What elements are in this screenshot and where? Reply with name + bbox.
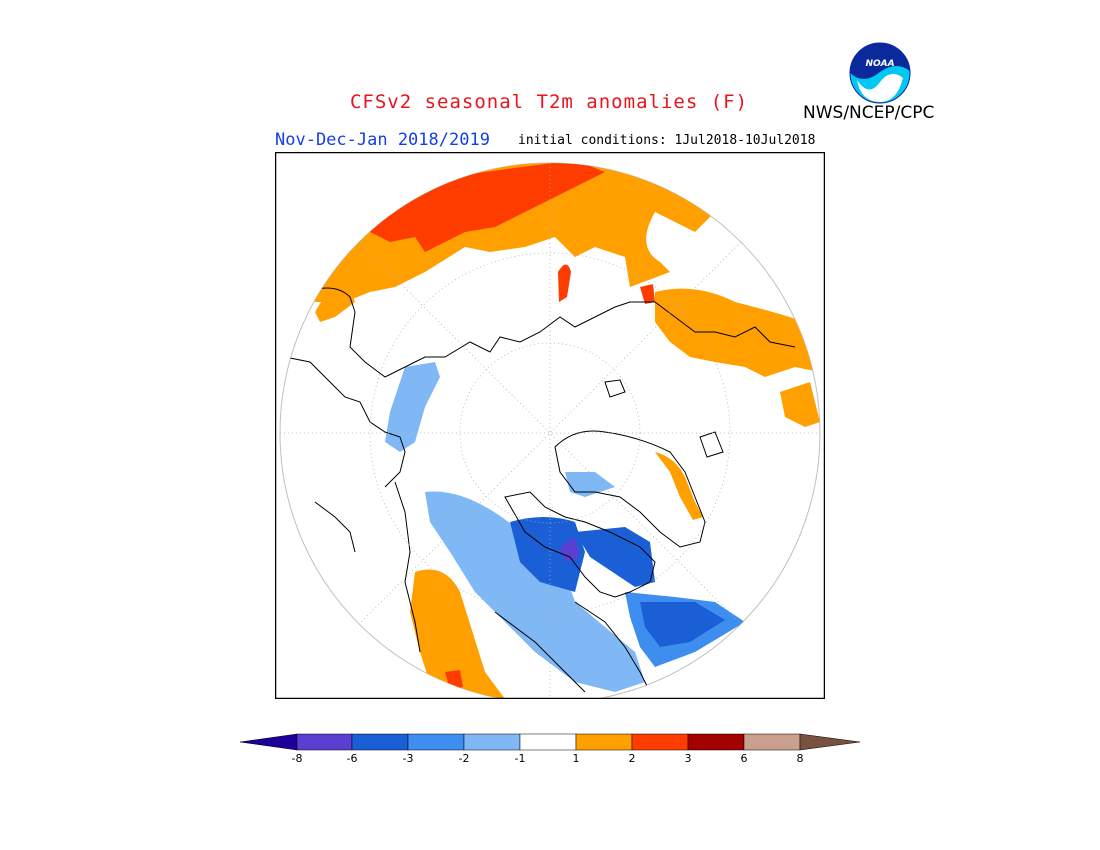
agency-label: NWS/NCEP/CPC bbox=[803, 103, 935, 123]
colorbar-tick: 1 bbox=[572, 752, 580, 765]
colorbar-bin bbox=[575, 733, 633, 751]
graticule bbox=[280, 163, 820, 699]
initial-conditions: initial conditions: 1Jul2018-10Jul2018 bbox=[518, 133, 816, 148]
warm-anomaly-nw-europe bbox=[315, 287, 355, 322]
warm-anomaly-eastern-siberia bbox=[655, 288, 820, 377]
colorbar-bin bbox=[743, 733, 801, 751]
cold-anomaly-north-america bbox=[425, 491, 645, 692]
colorbar-bin bbox=[351, 733, 409, 751]
cold-anomaly-greenland-west bbox=[565, 472, 615, 497]
warm-anomaly-greenland-coast bbox=[655, 452, 703, 520]
forecast-period: Nov-Dec-Jan 2018/2019 bbox=[275, 130, 490, 150]
warm-anomaly-asia bbox=[305, 163, 715, 302]
hot-anomaly-siberia bbox=[365, 163, 605, 252]
colorbar-bin bbox=[631, 733, 689, 751]
colorbar-tick: 2 bbox=[628, 752, 636, 765]
colorbar-upper-arrow bbox=[799, 733, 860, 751]
polar-anomaly-map bbox=[275, 152, 825, 699]
color-bar-ticks: -8 -6 -3 -2 -1 1 2 3 6 8 bbox=[240, 752, 860, 768]
map-frame bbox=[275, 152, 825, 699]
hot-anomaly-novaya-zemlya bbox=[558, 264, 571, 302]
colorbar-tick: -6 bbox=[346, 752, 358, 765]
colorbar-tick: -8 bbox=[291, 752, 303, 765]
cold-anomaly-atlantic-strip bbox=[385, 362, 440, 452]
svg-text:NOAA: NOAA bbox=[865, 59, 894, 69]
colorbar-tick: 6 bbox=[740, 752, 748, 765]
warm-anomaly-north-atlantic bbox=[410, 569, 505, 699]
colorbar-tick: 8 bbox=[796, 752, 804, 765]
colorbar-lower-arrow bbox=[240, 733, 298, 751]
colorbar-bin bbox=[687, 733, 745, 751]
coastlines bbox=[284, 287, 796, 693]
colorbar-bin bbox=[519, 733, 577, 751]
cold-anomaly-canada-core bbox=[510, 517, 585, 592]
noaa-logo: NOAA bbox=[849, 42, 911, 104]
colorbar-tick: -3 bbox=[402, 752, 414, 765]
map-title: CFSv2 seasonal T2m anomalies (F) bbox=[349, 91, 749, 113]
cold-anomaly-hudson bbox=[575, 527, 655, 587]
colorbar-tick: -2 bbox=[458, 752, 470, 765]
hot-anomaly-chukotka bbox=[640, 284, 655, 304]
warm-anomaly-bering bbox=[780, 382, 820, 427]
color-bar bbox=[240, 733, 860, 751]
colorbar-bin bbox=[296, 733, 353, 751]
colorbar-tick: -1 bbox=[514, 752, 526, 765]
cold-anomaly-east-canada-core bbox=[640, 602, 725, 647]
colorbar-bin bbox=[407, 733, 465, 751]
colorbar-bin bbox=[463, 733, 521, 751]
colorbar-tick: 3 bbox=[684, 752, 692, 765]
cold-anomaly-arctic-islands bbox=[560, 537, 580, 562]
